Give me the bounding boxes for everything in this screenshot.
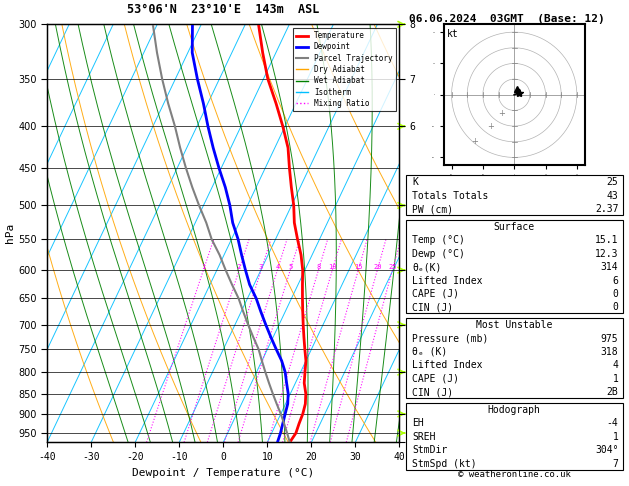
Text: 15.1: 15.1 [595, 235, 618, 245]
X-axis label: Dewpoint / Temperature (°C): Dewpoint / Temperature (°C) [132, 468, 314, 478]
Text: 20: 20 [373, 264, 382, 270]
Text: 304°: 304° [595, 445, 618, 455]
Text: StmSpd (kt): StmSpd (kt) [412, 459, 477, 469]
Text: Temp (°C): Temp (°C) [412, 235, 465, 245]
Text: Lifted Index: Lifted Index [412, 276, 482, 286]
Text: θₑ (K): θₑ (K) [412, 347, 447, 357]
Text: Most Unstable: Most Unstable [476, 320, 552, 330]
Text: K: K [412, 177, 418, 187]
Bar [406, 403, 623, 469]
Text: 975: 975 [601, 333, 618, 344]
Text: 10: 10 [328, 264, 337, 270]
Text: 4: 4 [276, 264, 279, 270]
Text: 2B: 2B [606, 387, 618, 397]
Text: Pressure (mb): Pressure (mb) [412, 333, 489, 344]
Y-axis label: hPa: hPa [6, 223, 15, 243]
Text: 25: 25 [606, 177, 618, 187]
Bar [406, 175, 623, 215]
Text: 2.37: 2.37 [595, 204, 618, 214]
Text: 25: 25 [388, 264, 397, 270]
Text: 2: 2 [237, 264, 241, 270]
Text: 1: 1 [613, 432, 618, 442]
Text: Surface: Surface [494, 222, 535, 232]
Text: Mixing Ratio (g/kg): Mixing Ratio (g/kg) [437, 182, 446, 284]
Text: CIN (J): CIN (J) [412, 302, 454, 312]
Text: 318: 318 [601, 347, 618, 357]
Text: kt: kt [447, 29, 459, 38]
Bar [406, 220, 623, 313]
Text: SREH: SREH [412, 432, 436, 442]
Text: +: + [498, 109, 505, 118]
Text: 06.06.2024  03GMT  (Base: 12): 06.06.2024 03GMT (Base: 12) [409, 14, 604, 24]
Bar [406, 318, 623, 398]
Text: θₑ(K): θₑ(K) [412, 262, 442, 272]
Text: Dewp (°C): Dewp (°C) [412, 249, 465, 259]
Text: 43: 43 [606, 191, 618, 201]
Text: 15: 15 [354, 264, 362, 270]
Text: 7: 7 [613, 459, 618, 469]
Text: Totals Totals: Totals Totals [412, 191, 489, 201]
Text: 0: 0 [613, 289, 618, 299]
Text: 8: 8 [316, 264, 321, 270]
Text: 6: 6 [613, 276, 618, 286]
Text: 5: 5 [288, 264, 292, 270]
Text: 53°06'N  23°10'E  143m  ASL: 53°06'N 23°10'E 143m ASL [127, 3, 320, 16]
Text: -4: -4 [606, 418, 618, 429]
Text: EH: EH [412, 418, 424, 429]
Text: +: + [487, 122, 494, 131]
Text: +: + [472, 137, 479, 146]
Text: 314: 314 [601, 262, 618, 272]
Text: 4: 4 [613, 360, 618, 370]
Text: 0: 0 [613, 302, 618, 312]
Text: PW (cm): PW (cm) [412, 204, 454, 214]
Text: Lifted Index: Lifted Index [412, 360, 482, 370]
Text: StmDir: StmDir [412, 445, 447, 455]
Text: CIN (J): CIN (J) [412, 387, 454, 397]
Text: © weatheronline.co.uk: © weatheronline.co.uk [458, 470, 571, 480]
Text: CAPE (J): CAPE (J) [412, 289, 459, 299]
Text: 1: 1 [201, 264, 206, 270]
Text: LCL: LCL [406, 429, 421, 437]
Legend: Temperature, Dewpoint, Parcel Trajectory, Dry Adiabat, Wet Adiabat, Isotherm, Mi: Temperature, Dewpoint, Parcel Trajectory… [293, 28, 396, 111]
Text: CAPE (J): CAPE (J) [412, 374, 459, 384]
Text: 12.3: 12.3 [595, 249, 618, 259]
Text: Hodograph: Hodograph [487, 405, 541, 415]
Y-axis label: km
ASL: km ASL [411, 223, 429, 244]
Text: 1: 1 [613, 374, 618, 384]
Text: 3: 3 [259, 264, 264, 270]
